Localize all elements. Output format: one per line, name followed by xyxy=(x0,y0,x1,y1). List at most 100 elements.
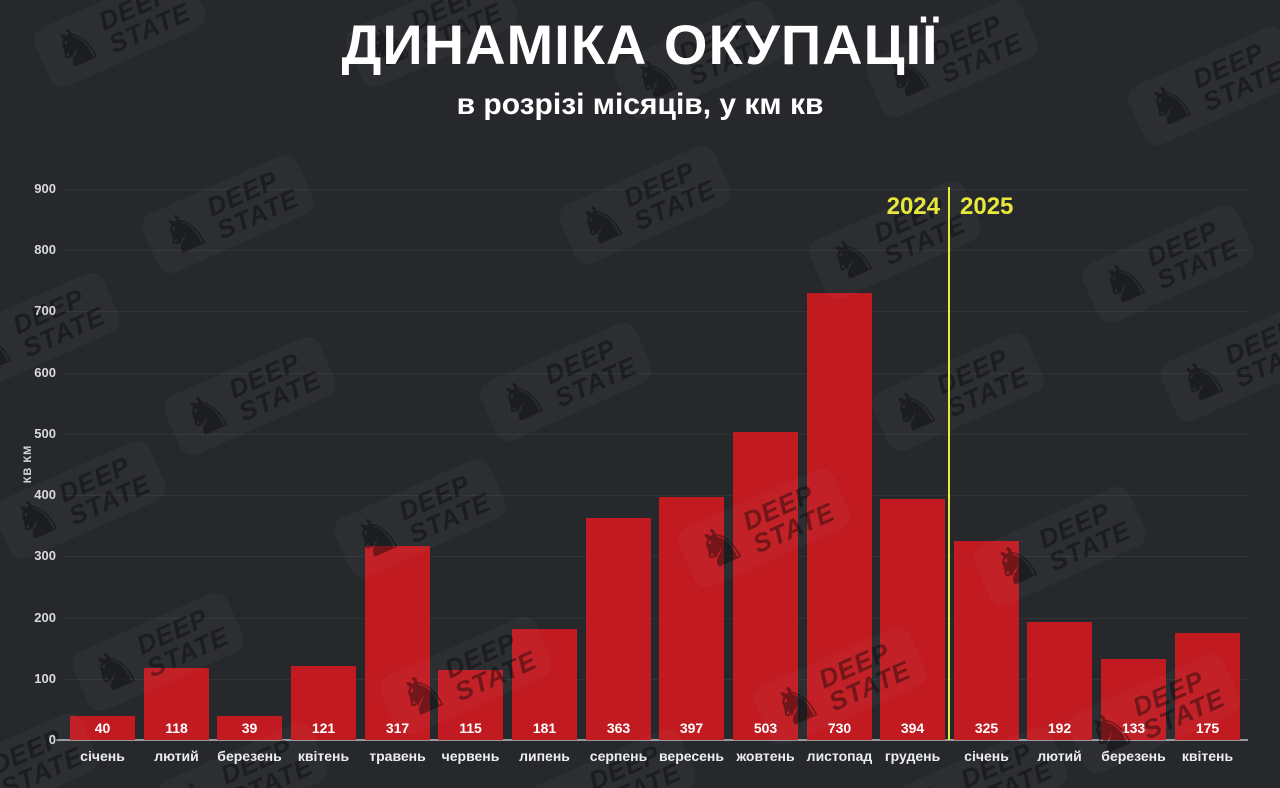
bar: 133 xyxy=(1101,659,1166,740)
y-tick-label: 0 xyxy=(48,732,56,747)
watermark-text: DEEP STATE xyxy=(540,332,642,414)
bar-value-label: 363 xyxy=(606,720,631,736)
x-axis-line xyxy=(56,739,1248,741)
bar: 121 xyxy=(291,666,356,740)
chess-knight-icon: ♞ xyxy=(81,634,149,709)
bar: 175 xyxy=(1175,633,1240,740)
y-tick-label: 700 xyxy=(34,303,56,318)
bar: 40 xyxy=(70,716,135,740)
bar-value-label: 325 xyxy=(974,720,999,736)
bar-value-label: 397 xyxy=(679,720,704,736)
x-tick-label: жовтень xyxy=(736,748,795,764)
y-tick-label: 200 xyxy=(34,610,56,625)
bar: 115 xyxy=(438,670,503,740)
bar: 325 xyxy=(954,541,1019,740)
bar: 394 xyxy=(880,499,945,740)
watermark-text: DEEP STATE xyxy=(1220,312,1280,394)
page-title: ДИНАМІКА ОКУПАЦІЇ xyxy=(341,13,939,76)
bar: 181 xyxy=(512,629,577,740)
gridline xyxy=(62,250,1248,251)
chess-knight-icon: ♞ xyxy=(165,764,232,788)
chess-knight-icon: ♞ xyxy=(151,196,219,271)
chess-knight-icon: ♞ xyxy=(568,187,636,262)
gridline xyxy=(62,189,1248,190)
gridline xyxy=(62,556,1248,557)
x-tick-label: квітень xyxy=(1181,748,1234,764)
bar-value-label: 730 xyxy=(827,720,852,736)
watermark-text: DEEP STATE xyxy=(8,282,110,364)
x-tick-label: грудень xyxy=(884,748,941,764)
y-tick-label: 800 xyxy=(34,242,56,257)
bar: 317 xyxy=(365,546,430,740)
bar-value-label: 133 xyxy=(1121,720,1146,736)
x-tick-label: серпень xyxy=(589,748,648,764)
watermark-text: DEEP STATE xyxy=(394,468,496,550)
gridline xyxy=(62,373,1248,374)
chess-knight-icon: ♞ xyxy=(0,754,2,788)
bar: 397 xyxy=(659,497,724,740)
bar: 118 xyxy=(144,668,209,740)
gridline xyxy=(62,495,1248,496)
bar-value-label: 121 xyxy=(311,720,336,736)
x-tick-label: березень xyxy=(217,748,282,764)
bar-value-label: 39 xyxy=(241,720,258,736)
bar: 363 xyxy=(586,518,651,740)
bar-value-label: 181 xyxy=(532,720,557,736)
x-tick-label: січень xyxy=(964,748,1009,764)
chess-knight-icon: ♞ xyxy=(905,768,972,788)
x-tick-label: лютий xyxy=(154,748,199,764)
chess-knight-icon: ♞ xyxy=(173,378,241,453)
chess-knight-icon: ♞ xyxy=(489,364,557,439)
bar-value-label: 317 xyxy=(385,720,410,736)
watermark-text: DEEP STATE xyxy=(224,346,326,428)
bar: 503 xyxy=(733,432,798,740)
x-tick-label: вересень xyxy=(659,748,724,764)
chess-knight-icon: ♞ xyxy=(1091,246,1159,321)
bar-value-label: 40 xyxy=(94,720,111,736)
bar: 192 xyxy=(1027,622,1092,740)
x-tick-label: березень xyxy=(1101,748,1166,764)
gridline xyxy=(62,618,1248,619)
watermark-text: DEEP STATE xyxy=(1142,214,1244,296)
watermark-text: DEEP STATE xyxy=(202,164,304,246)
y-tick-label: 500 xyxy=(34,426,56,441)
gridline xyxy=(62,434,1248,435)
chess-knight-icon: ♞ xyxy=(1169,344,1237,419)
bar-value-label: 118 xyxy=(165,720,188,736)
gridline xyxy=(62,679,1248,680)
x-tick-label: лютий xyxy=(1037,748,1082,764)
bar-value-label: 192 xyxy=(1047,720,1072,736)
watermark-text: DEEP STATE xyxy=(619,155,721,237)
watermark-text: DEEP STATE xyxy=(1034,496,1136,578)
y-tick-label: 400 xyxy=(34,487,56,502)
year-divider-line xyxy=(948,187,950,740)
x-tick-label: квітень xyxy=(297,748,350,764)
watermark-text: DEEP STATE xyxy=(54,450,156,532)
bar-value-label: 175 xyxy=(1195,720,1220,736)
chess-knight-icon: ♞ xyxy=(533,770,600,788)
bar-value-label: 394 xyxy=(900,720,925,736)
x-tick-label: липень xyxy=(519,748,570,764)
x-tick-label: червень xyxy=(441,748,500,764)
chess-knight-icon: ♞ xyxy=(818,222,886,297)
x-tick-label: листопад xyxy=(806,748,873,764)
y-tick-label: 600 xyxy=(34,365,56,380)
year-label-2025: 2025 xyxy=(960,193,1014,220)
page-subtitle: в розрізі місяців, у км кв xyxy=(456,88,824,121)
gridline xyxy=(62,311,1248,312)
y-tick-label: 100 xyxy=(34,671,56,686)
x-tick-label: травень xyxy=(369,748,426,764)
bar-value-label: 115 xyxy=(459,720,482,736)
bar: 730 xyxy=(807,293,872,740)
year-label-2024: 2024 xyxy=(886,193,940,220)
y-axis-title: КВ КМ xyxy=(22,444,34,484)
bar-value-label: 503 xyxy=(753,720,778,736)
y-tick-label: 300 xyxy=(34,548,56,563)
